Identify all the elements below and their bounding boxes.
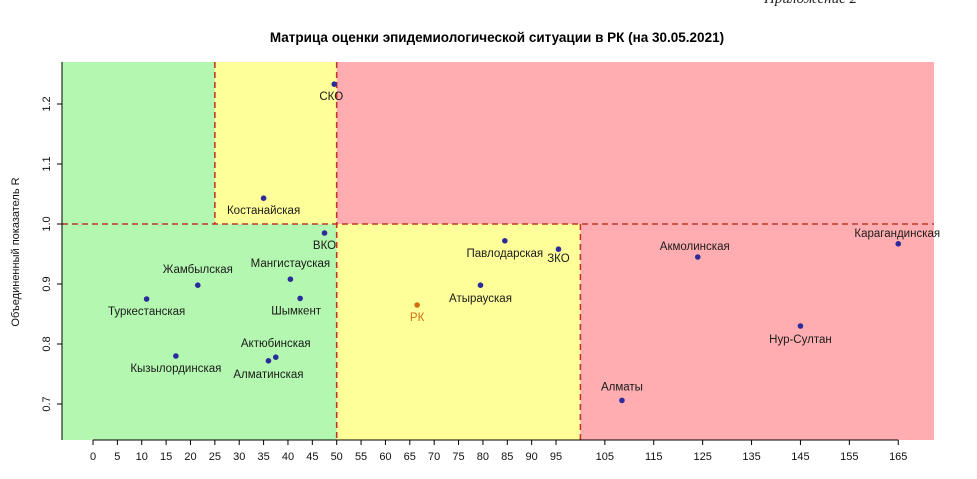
data-point bbox=[895, 241, 902, 247]
y-tick-label: 1.0 bbox=[41, 216, 53, 231]
x-tick-label: 25 bbox=[209, 451, 221, 463]
data-point bbox=[619, 397, 625, 404]
data-point bbox=[297, 295, 303, 302]
x-tick-label: 145 bbox=[791, 451, 809, 463]
x-tick-label: 45 bbox=[306, 451, 318, 463]
page-header: Приложение 2 bbox=[764, 0, 857, 8]
point-label: Карагандинская bbox=[854, 228, 940, 240]
point-label: Актюбинская bbox=[241, 338, 311, 350]
data-point bbox=[321, 230, 328, 236]
x-tick-label: 85 bbox=[501, 451, 513, 463]
x-tick-label: 40 bbox=[282, 451, 294, 463]
data-point bbox=[502, 238, 508, 244]
y-axis-label: Объединенный показатель R bbox=[10, 177, 22, 326]
data-point bbox=[173, 353, 179, 359]
x-tick-label: 155 bbox=[840, 451, 858, 463]
zone-yellow-lower bbox=[336, 224, 581, 440]
zone-yellow-upper bbox=[214, 62, 337, 224]
point-label: Атырауская bbox=[449, 293, 512, 305]
x-tick-label: 15 bbox=[160, 451, 172, 463]
point-label: Костанайская bbox=[227, 205, 300, 217]
point-label: Мангистауская bbox=[251, 258, 331, 270]
point-label: ВКО bbox=[313, 240, 336, 252]
point-label: СКО bbox=[319, 91, 343, 103]
point-label: Алматы bbox=[601, 381, 643, 393]
x-tick-label: 165 bbox=[889, 451, 907, 463]
y-tick-label: 0.7 bbox=[41, 396, 53, 411]
x-tick-label: 125 bbox=[693, 451, 711, 463]
point-label: Акмолинская bbox=[660, 241, 730, 253]
x-tick-label: 90 bbox=[526, 451, 538, 463]
zone-green-lower bbox=[62, 224, 337, 440]
data-point bbox=[272, 354, 279, 361]
zone-red-upper bbox=[336, 62, 934, 224]
point-label: Кызылординская bbox=[130, 363, 221, 375]
data-point bbox=[331, 81, 338, 87]
y-tick-label: 1.2 bbox=[41, 96, 53, 111]
point-label: Жамбылская bbox=[163, 264, 233, 276]
y-tick-label: 0.8 bbox=[41, 336, 53, 351]
data-point bbox=[477, 282, 484, 289]
x-tick-label: 70 bbox=[428, 451, 440, 463]
y-tick-label: 1.1 bbox=[41, 156, 53, 171]
x-tick-label: 75 bbox=[452, 451, 464, 463]
x-tick-label: 80 bbox=[477, 451, 489, 463]
data-point bbox=[143, 296, 150, 302]
x-tick-label: 135 bbox=[742, 451, 760, 463]
data-point bbox=[260, 195, 267, 201]
y-tick-label: 0.9 bbox=[41, 276, 53, 291]
point-label: Нур-Султан bbox=[769, 334, 832, 346]
x-tick-label: 60 bbox=[379, 451, 391, 463]
zone-green-upper bbox=[62, 62, 215, 224]
data-point bbox=[287, 276, 294, 283]
data-point bbox=[194, 282, 201, 289]
point-label: Шымкент bbox=[271, 305, 322, 317]
point-label: РК bbox=[410, 312, 425, 324]
x-tick-label: 105 bbox=[596, 451, 614, 463]
point-label: ЗКО bbox=[547, 253, 570, 265]
point-label: Алматинская bbox=[233, 369, 303, 381]
x-tick-label: 50 bbox=[331, 451, 343, 463]
x-tick-label: 35 bbox=[257, 451, 269, 463]
x-tick-label: 115 bbox=[645, 451, 663, 463]
data-point bbox=[265, 358, 272, 364]
x-tick-label: 55 bbox=[355, 451, 367, 463]
point-label: Павлодарская bbox=[467, 248, 544, 260]
data-point bbox=[555, 246, 562, 252]
chart-title: Матрица оценки эпидемиологической ситуац… bbox=[270, 30, 724, 45]
data-point bbox=[414, 302, 420, 308]
point-label: Туркестанская bbox=[108, 306, 185, 318]
x-tick-label: 5 bbox=[114, 451, 120, 463]
x-tick-label: 65 bbox=[404, 451, 416, 463]
data-point bbox=[694, 254, 701, 260]
data-point bbox=[797, 323, 804, 329]
x-tick-label: 0 bbox=[90, 451, 96, 463]
x-tick-label: 10 bbox=[136, 451, 148, 463]
zone-red-lower bbox=[580, 224, 934, 440]
x-tick-label: 95 bbox=[550, 451, 562, 463]
x-tick-label: 20 bbox=[184, 451, 196, 463]
x-tick-label: 30 bbox=[233, 451, 245, 463]
